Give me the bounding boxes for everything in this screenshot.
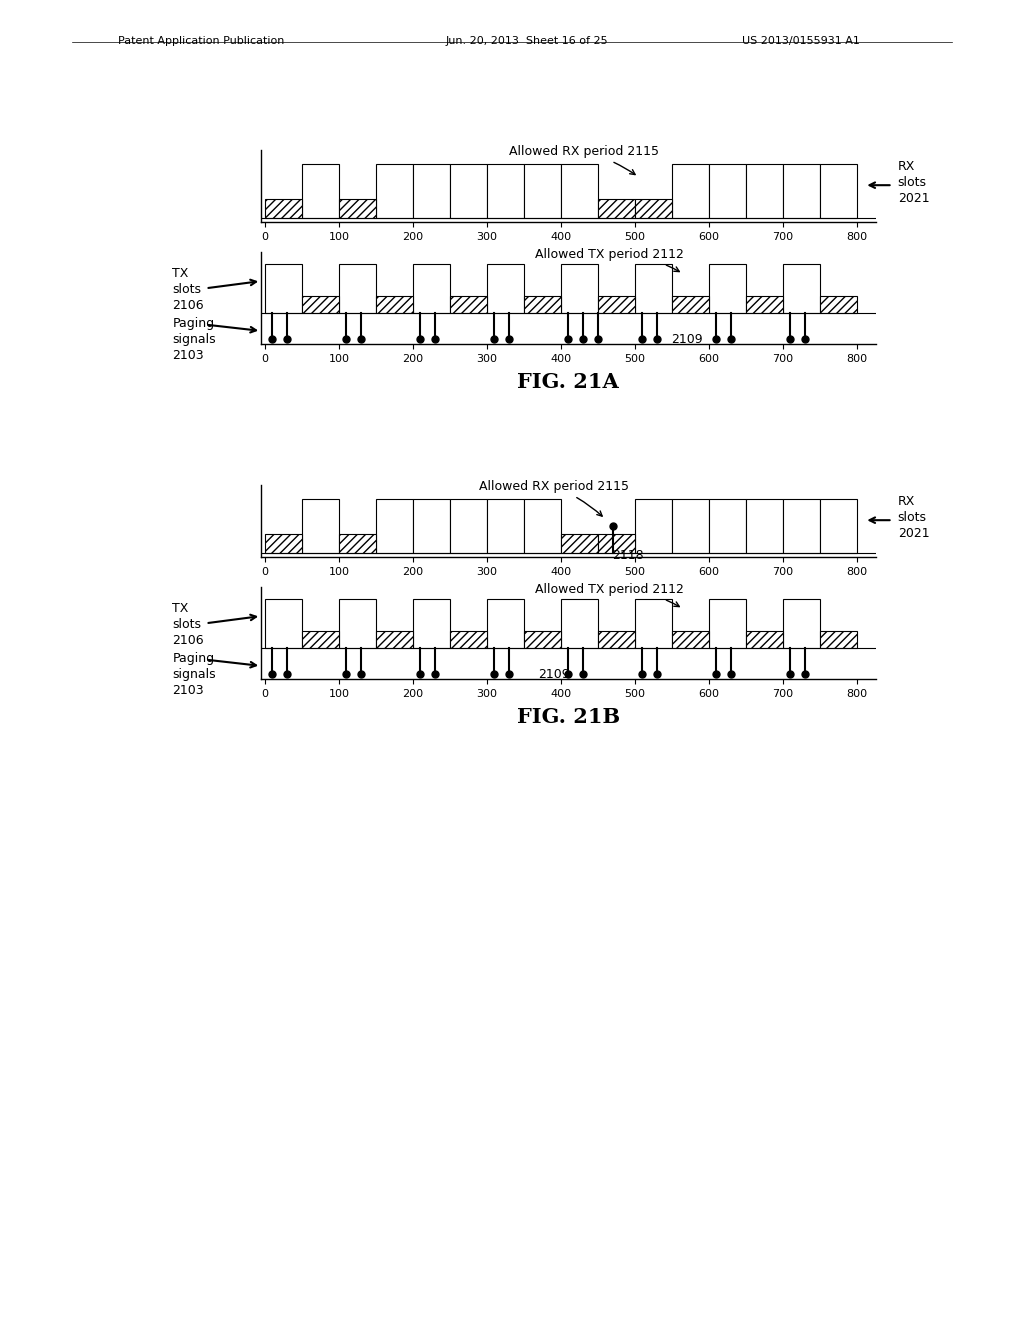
Bar: [820, 499, 857, 553]
Text: TX
slots
2106: TX slots 2106: [172, 602, 204, 647]
Bar: [745, 164, 783, 218]
Text: RX
slots
2021: RX slots 2021: [898, 160, 930, 205]
Bar: [672, 164, 709, 218]
Bar: [413, 264, 450, 313]
Bar: [598, 631, 635, 648]
Bar: [450, 499, 486, 553]
Bar: [450, 296, 486, 313]
Bar: [561, 264, 598, 313]
Bar: [820, 631, 857, 648]
Bar: [302, 499, 339, 553]
Text: Allowed RX period 2115: Allowed RX period 2115: [479, 480, 630, 516]
Bar: [561, 533, 598, 553]
Bar: [745, 499, 783, 553]
Bar: [745, 296, 783, 313]
Bar: [450, 164, 486, 218]
Text: US 2013/0155931 A1: US 2013/0155931 A1: [742, 36, 860, 46]
Text: FIG. 21B: FIG. 21B: [517, 708, 620, 727]
Bar: [820, 164, 857, 218]
Bar: [339, 199, 376, 218]
Bar: [339, 533, 376, 553]
Bar: [524, 296, 561, 313]
Bar: [450, 631, 486, 648]
Text: Paging
signals
2103: Paging signals 2103: [172, 652, 216, 697]
Bar: [635, 264, 672, 313]
Bar: [783, 164, 820, 218]
Bar: [524, 164, 561, 218]
Bar: [302, 631, 339, 648]
Bar: [635, 499, 672, 553]
Bar: [709, 499, 745, 553]
Bar: [524, 499, 561, 553]
Bar: [486, 164, 524, 218]
Bar: [598, 199, 635, 218]
Bar: [376, 499, 413, 553]
Bar: [376, 296, 413, 313]
Bar: [486, 499, 524, 553]
Bar: [561, 164, 598, 218]
Bar: [598, 296, 635, 313]
Bar: [302, 296, 339, 313]
Text: 2109: 2109: [671, 333, 702, 346]
Bar: [265, 264, 302, 313]
Bar: [598, 533, 635, 553]
Bar: [302, 164, 339, 218]
Bar: [486, 599, 524, 648]
Bar: [339, 264, 376, 313]
Bar: [561, 599, 598, 648]
Bar: [339, 599, 376, 648]
Text: Allowed TX period 2112: Allowed TX period 2112: [535, 248, 684, 272]
Text: Patent Application Publication: Patent Application Publication: [118, 36, 284, 46]
Text: TX
slots
2106: TX slots 2106: [172, 267, 204, 312]
Text: 2118: 2118: [611, 549, 643, 562]
Bar: [265, 533, 302, 553]
Bar: [635, 199, 672, 218]
Bar: [376, 631, 413, 648]
Bar: [376, 164, 413, 218]
Bar: [413, 164, 450, 218]
Text: RX
slots
2021: RX slots 2021: [898, 495, 930, 540]
Text: Allowed RX period 2115: Allowed RX period 2115: [509, 145, 659, 174]
Text: Jun. 20, 2013  Sheet 16 of 25: Jun. 20, 2013 Sheet 16 of 25: [445, 36, 608, 46]
Bar: [672, 499, 709, 553]
Bar: [486, 264, 524, 313]
Bar: [709, 264, 745, 313]
Bar: [709, 164, 745, 218]
Bar: [635, 599, 672, 648]
Text: FIG. 21A: FIG. 21A: [517, 372, 620, 392]
Text: 2109: 2109: [538, 668, 569, 681]
Bar: [783, 264, 820, 313]
Bar: [672, 631, 709, 648]
Bar: [265, 599, 302, 648]
Bar: [413, 499, 450, 553]
Bar: [524, 631, 561, 648]
Text: Paging
signals
2103: Paging signals 2103: [172, 317, 216, 363]
Bar: [709, 599, 745, 648]
Bar: [672, 296, 709, 313]
Bar: [413, 599, 450, 648]
Bar: [745, 631, 783, 648]
Bar: [783, 499, 820, 553]
Bar: [265, 199, 302, 218]
Text: Allowed TX period 2112: Allowed TX period 2112: [535, 583, 684, 607]
Bar: [820, 296, 857, 313]
Bar: [783, 599, 820, 648]
